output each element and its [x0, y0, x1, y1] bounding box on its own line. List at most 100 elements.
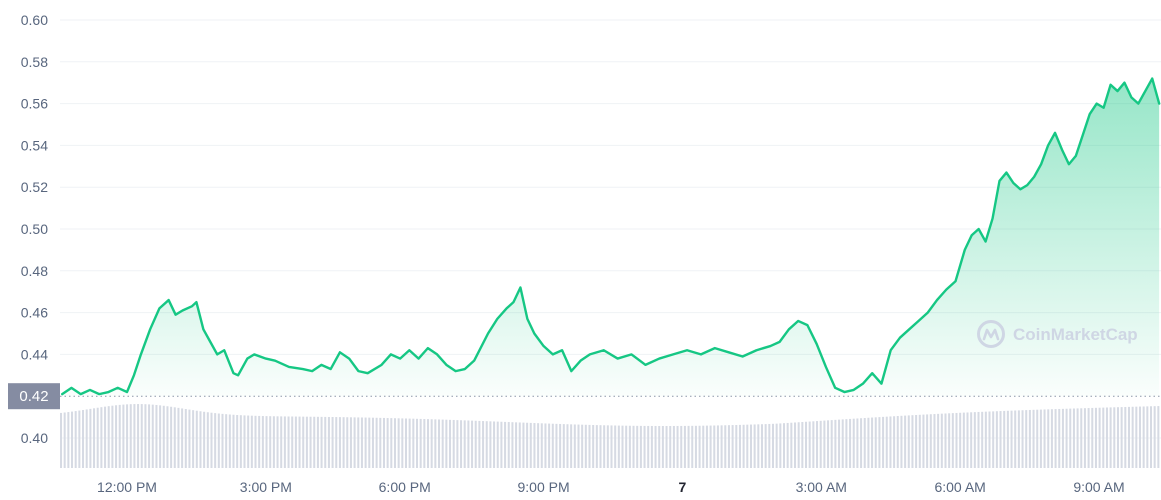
volume-bar: [427, 419, 430, 468]
volume-bar: [951, 413, 954, 468]
volume-bar: [412, 418, 415, 468]
volume-bar: [261, 416, 264, 468]
volume-bar: [672, 425, 675, 468]
volume-bar: [280, 416, 283, 468]
volume-bar: [1083, 408, 1086, 468]
volume-bar: [1069, 408, 1072, 468]
volume-bar: [676, 425, 679, 468]
volume-bar: [250, 415, 253, 468]
volume-bar: [966, 412, 969, 468]
volume-bar: [540, 423, 543, 468]
volume-bar: [430, 419, 433, 468]
y-tick-label: 0.56: [21, 96, 48, 112]
volume-bar: [1061, 408, 1064, 468]
x-tick-label: 6:00 AM: [934, 479, 985, 495]
volume-bar: [819, 420, 822, 468]
volume-bar: [551, 423, 554, 468]
volume-bar: [915, 414, 918, 468]
volume-bar: [856, 418, 859, 468]
volume-bar: [885, 416, 888, 468]
volume-bar: [1098, 407, 1101, 468]
volume-bar: [1109, 407, 1112, 468]
volume-bar: [1146, 406, 1149, 468]
volume-bar: [100, 407, 103, 468]
volume-bar: [305, 416, 308, 468]
volume-bar: [562, 424, 565, 468]
volume-bar: [625, 425, 628, 468]
coinmarketcap-watermark: CoinMarketCap: [977, 320, 1138, 348]
volume-bar: [548, 423, 551, 468]
volume-bar: [588, 424, 591, 468]
volume-bar: [544, 423, 547, 468]
volume-bar: [456, 420, 459, 468]
volume-bar: [276, 416, 279, 468]
x-tick-label: 3:00 AM: [796, 479, 847, 495]
volume-bar: [390, 418, 393, 468]
volume-bar: [782, 423, 786, 468]
volume-bar: [460, 420, 463, 468]
volume-bar: [1047, 409, 1050, 468]
volume-bar: [871, 417, 874, 468]
volume-bar: [1127, 406, 1130, 468]
volume-bar: [606, 425, 609, 468]
volume-bar: [570, 424, 573, 468]
volume-bar: [217, 413, 220, 468]
volume-bar: [316, 416, 319, 468]
y-tick-label: 0.48: [21, 263, 48, 279]
volume-bar: [243, 415, 246, 468]
volume-bar: [342, 417, 345, 468]
volume-bar: [757, 424, 760, 468]
volume-bar: [727, 425, 730, 468]
volume-bar: [170, 406, 173, 468]
volume-bar: [133, 404, 136, 468]
volume-bar: [533, 423, 536, 468]
volume-bar: [896, 416, 899, 468]
volume-bar: [338, 417, 341, 468]
volume-bar: [680, 425, 683, 468]
volume-bar: [408, 418, 411, 468]
volume-bar: [716, 425, 719, 468]
volume-bar: [1036, 409, 1039, 468]
volume-bar: [962, 412, 965, 468]
volume-bar: [555, 423, 558, 468]
volume-bar: [797, 422, 800, 468]
volume-bar: [1076, 408, 1079, 468]
volume-bar: [981, 411, 984, 468]
volume-bar: [206, 412, 209, 468]
volume-bar: [900, 415, 903, 468]
volume-bar: [882, 416, 885, 468]
volume-bar: [313, 416, 316, 468]
volume-bar: [665, 426, 668, 468]
volume-bar: [184, 409, 187, 468]
volume-bar: [159, 405, 162, 468]
volume-bar: [515, 422, 518, 468]
volume-bar: [816, 421, 819, 468]
volume-bar: [210, 412, 213, 468]
volume-bar: [247, 415, 250, 468]
volume-bar: [225, 414, 228, 468]
volume-bar: [995, 411, 998, 468]
volume-bar: [992, 411, 995, 468]
volume-bar: [1017, 410, 1020, 468]
volume-bar: [474, 420, 477, 468]
volume-bar: [794, 422, 797, 468]
volume-bar: [603, 425, 606, 468]
volume-bar: [60, 412, 63, 468]
volume-bar: [1113, 407, 1116, 468]
volume-bar: [1043, 409, 1046, 468]
volume-bar: [617, 425, 620, 468]
volume-bar: [577, 424, 580, 468]
volume-bar: [445, 419, 448, 468]
volume-bar: [221, 413, 224, 468]
volume-bar: [1149, 406, 1153, 468]
volume-bar: [650, 425, 653, 468]
volume-bar: [643, 425, 646, 468]
volume-bar: [1138, 406, 1141, 468]
y-axis: 0.60 0.58 0.56 0.54 0.52 0.50 0.48 0.46 0.44 0.40: [21, 12, 48, 446]
volume-bar: [926, 414, 929, 468]
volume-bar: [298, 416, 301, 468]
volume-bar: [801, 422, 804, 468]
volume-bar: [379, 417, 382, 468]
